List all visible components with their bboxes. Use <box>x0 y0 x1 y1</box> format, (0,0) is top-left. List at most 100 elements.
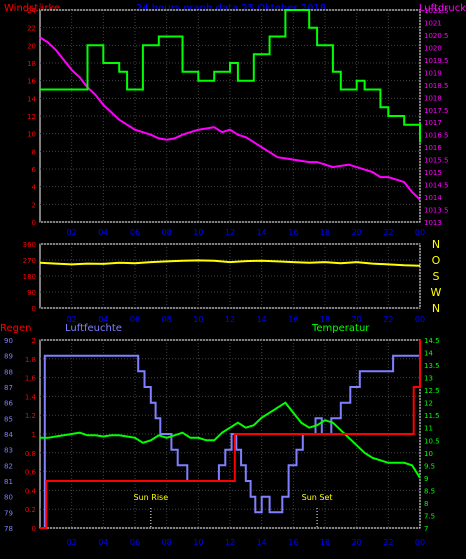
y-tick-label: 1.6 <box>25 375 37 383</box>
x-tick-label: 12 <box>225 228 235 237</box>
y-tick-label: 1017.5 <box>424 107 449 115</box>
y-tick-label: 1013 <box>424 219 442 227</box>
x-tick-label: 02 <box>67 315 77 324</box>
direction-tick-label: W <box>431 286 442 299</box>
pressure-axis-title: Luftdruck <box>419 3 466 14</box>
y-tick-label: 1021.5 <box>424 7 449 15</box>
y-tick-label: 1014.5 <box>424 182 449 190</box>
x-tick-label: 06 <box>130 228 140 237</box>
y-tick-label: 82 <box>4 462 13 470</box>
y-tick-label: 0 <box>32 219 36 227</box>
y-tick-label: 1015.5 <box>424 157 449 165</box>
y-tick-label: 2 <box>32 201 36 209</box>
temperature-axis-title: Temperatur <box>311 323 370 334</box>
rain-series-line <box>40 340 421 529</box>
y-tick-label: 88 <box>4 368 13 376</box>
y-tick-label: 2 <box>32 337 36 345</box>
x-tick-label: 14 <box>257 228 267 237</box>
x-tick-label: 16 <box>288 228 298 237</box>
y-tick-label: 1.8 <box>25 356 36 364</box>
x-tick-label: 12 <box>225 538 235 547</box>
y-tick-label: 0 <box>32 305 36 313</box>
x-tick-label: 10 <box>193 315 203 324</box>
x-tick-label: 06 <box>130 538 140 547</box>
direction-tick-label: O <box>432 254 441 267</box>
wind-series-line <box>40 9 421 143</box>
x-tick-label: 18 <box>320 538 330 547</box>
y-tick-label: 270 <box>23 257 36 265</box>
x-tick-label: 08 <box>162 228 172 237</box>
y-tick-label: 87 <box>4 384 13 392</box>
x-tick-label: 00 <box>415 228 425 237</box>
y-tick-label: 12 <box>424 400 433 408</box>
y-tick-label: 1019.5 <box>424 57 449 65</box>
y-tick-label: 78 <box>4 525 13 533</box>
x-tick-label: 04 <box>98 538 108 547</box>
y-tick-label: 22 <box>27 25 36 33</box>
y-tick-label: 0.2 <box>25 506 36 514</box>
y-tick-label: 10 <box>424 450 433 458</box>
y-tick-label: 8 <box>32 148 36 156</box>
y-tick-label: 1020.5 <box>424 32 449 40</box>
y-tick-label: 12.5 <box>424 387 440 395</box>
y-tick-label: 83 <box>4 447 13 455</box>
x-tick-label: 08 <box>162 538 172 547</box>
x-tick-label: 08 <box>162 315 172 324</box>
direction-tick-label: N <box>432 302 440 315</box>
y-tick-label: 24 <box>27 7 36 15</box>
x-tick-label: 14 <box>257 315 267 324</box>
y-tick-label: 81 <box>4 478 13 486</box>
y-tick-label: 18 <box>27 60 36 68</box>
x-tick-label: 02 <box>67 228 77 237</box>
x-tick-label: 10 <box>193 538 203 547</box>
rain-axis-title: Regen <box>0 323 32 334</box>
y-tick-label: 11.5 <box>424 412 440 420</box>
y-tick-label: 9.5 <box>424 462 435 470</box>
direction-tick-label: S <box>433 270 440 283</box>
annotation-label: Sun Set <box>302 493 333 502</box>
y-tick-label: 89 <box>4 353 13 361</box>
x-tick-label: 16 <box>288 538 298 547</box>
y-tick-label: 20 <box>27 42 36 50</box>
x-tick-label: 12 <box>225 315 235 324</box>
direction-tick-label: N <box>432 238 440 251</box>
y-tick-label: 86 <box>4 400 13 408</box>
x-tick-label: 04 <box>98 315 108 324</box>
y-tick-label: 14 <box>27 95 36 103</box>
y-tick-label: 8.5 <box>424 487 435 495</box>
pressure-series-line <box>39 36 421 201</box>
y-tick-label: 1016 <box>424 144 442 152</box>
y-tick-label: 10.5 <box>424 437 440 445</box>
y-tick-label: 0.6 <box>25 469 37 477</box>
y-tick-label: 79 <box>4 509 13 517</box>
y-tick-label: 1013.5 <box>424 207 449 215</box>
y-tick-label: 1021 <box>424 19 442 27</box>
x-tick-label: 00 <box>415 538 425 547</box>
y-tick-label: 14.5 <box>424 337 440 345</box>
y-tick-label: 8 <box>424 500 428 508</box>
y-tick-label: 84 <box>4 431 13 439</box>
y-tick-label: 7 <box>424 525 428 533</box>
humidity-axis-title: Luftfeuchte <box>65 323 122 334</box>
y-tick-label: 1018.5 <box>424 82 449 90</box>
y-tick-label: 1 <box>32 431 36 439</box>
y-tick-label: 90 <box>27 289 36 297</box>
y-tick-label: 360 <box>23 241 36 249</box>
y-tick-label: 13.5 <box>424 362 440 370</box>
x-tick-label: 22 <box>383 315 393 324</box>
y-tick-label: 180 <box>23 273 36 281</box>
x-tick-label: 20 <box>352 315 362 324</box>
y-tick-label: 0.8 <box>25 450 36 458</box>
x-tick-label: 00 <box>415 315 425 324</box>
x-tick-label: 16 <box>288 315 298 324</box>
y-tick-label: 11 <box>424 425 433 433</box>
y-tick-label: 85 <box>4 415 13 423</box>
y-tick-label: 0.4 <box>25 487 37 495</box>
y-tick-label: 10 <box>27 131 36 139</box>
y-tick-label: 1014 <box>424 194 442 202</box>
y-tick-label: 12 <box>27 113 36 121</box>
y-tick-label: 9 <box>424 475 428 483</box>
y-tick-label: 6 <box>32 166 37 174</box>
x-tick-label: 22 <box>383 538 393 547</box>
